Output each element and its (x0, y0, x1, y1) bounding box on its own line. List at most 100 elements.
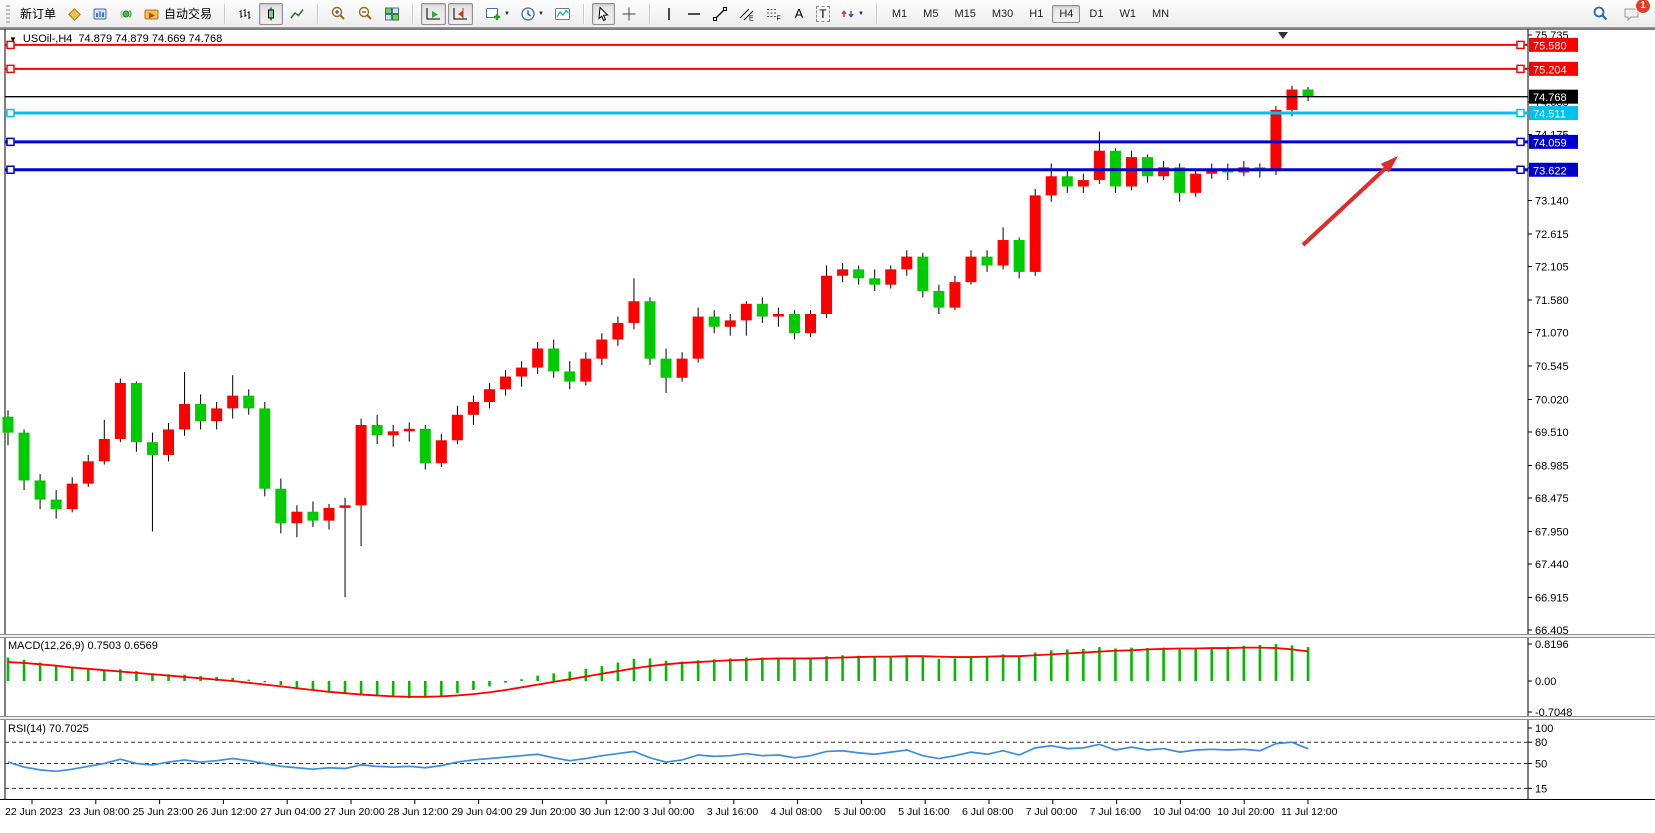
gold-diamond-icon (68, 7, 81, 21)
vertical-line-tool-button[interactable] (658, 3, 680, 25)
auto-trading-button[interactable]: 自动交易 (140, 3, 216, 25)
line-chart-icon (290, 8, 304, 18)
price-axis-label: 66.405 (1535, 625, 1569, 637)
line-anchor-handle[interactable] (6, 137, 15, 147)
channel-tool-button[interactable]: E (734, 3, 759, 25)
tab-timeframe-M5[interactable]: M5 (923, 7, 939, 20)
time-axis-label: 3 Jul 00:00 (643, 806, 695, 818)
time-axis-label: 5 Jul 00:00 (834, 806, 886, 818)
chevron-down-icon[interactable]: ▼ (504, 10, 510, 17)
horizontal-line-tool-button[interactable] (682, 3, 706, 25)
rsi-line (7, 741, 1309, 773)
tab-timeframe-M30[interactable]: M30 (991, 7, 1014, 20)
macd-axis-label: -0.7048 (1535, 707, 1572, 719)
fibo-subscript: F (776, 15, 780, 22)
horizontal-line-75.204[interactable] (5, 64, 1528, 74)
shapes-tool-button[interactable]: ▼ (836, 3, 868, 25)
signals-icon-button[interactable] (114, 3, 138, 25)
candlestick-mode-button[interactable] (259, 2, 284, 25)
price-badge-74.059: 74.059 (1529, 134, 1578, 149)
pane-resize-handle-rsi[interactable] (0, 716, 1655, 720)
tab-timeframe-M15[interactable]: M15 (954, 7, 976, 20)
tab-timeframe-MN[interactable]: MN (1151, 7, 1170, 20)
ohlc-values: 74.879 74.879 74.669 74.768 (78, 33, 223, 45)
notifications-button[interactable]: 1 (1619, 0, 1651, 25)
price-axis-label: 69.510 (1535, 427, 1569, 439)
search-button[interactable] (1588, 3, 1613, 25)
line-anchor-handle[interactable] (6, 40, 15, 50)
horizontal-line-74.059[interactable] (5, 137, 1528, 147)
horizontal-line-75.580[interactable] (5, 40, 1528, 50)
price-axis-label: 67.440 (1535, 559, 1569, 571)
toolbar-grip[interactable] (6, 4, 10, 23)
time-axis-label: 4 Jul 08:00 (771, 806, 823, 818)
new-chart-button[interactable]: ▼ (481, 3, 514, 25)
tab-timeframe-W1[interactable]: W1 (1119, 7, 1136, 20)
charts-profile-icon[interactable] (62, 3, 86, 25)
trend-arrow-annotation[interactable] (1301, 156, 1398, 247)
chart-shift-button[interactable] (448, 2, 474, 25)
line-anchor-handle[interactable] (1516, 137, 1525, 147)
auto-scroll-button[interactable] (421, 2, 447, 25)
chart-canvas[interactable]: 75.73575.21074.68574.17573.65073.14072.6… (0, 28, 1655, 833)
chevron-down-icon[interactable]: ▼ (857, 10, 864, 17)
line-anchor-handle[interactable] (1516, 64, 1525, 74)
time-axis-label: 27 Jun 04:00 (260, 806, 321, 818)
toolbar-separator (648, 3, 650, 24)
horizontal-line-73.622[interactable] (5, 165, 1528, 175)
cursor-tool-button[interactable] (591, 2, 615, 25)
toolbar-separator (875, 3, 877, 24)
chart-shift-marker[interactable] (1278, 32, 1288, 39)
horizontal-line-74.511[interactable] (5, 108, 1528, 118)
line-anchor-handle[interactable] (1516, 165, 1525, 175)
price-badge-73.622: 73.622 (1529, 162, 1578, 177)
zoom-out-icon (358, 6, 372, 20)
tab-timeframe-D1[interactable]: D1 (1089, 7, 1104, 20)
line-anchor-handle[interactable] (6, 108, 15, 118)
tab-timeframe-M1[interactable]: M1 (891, 7, 908, 20)
zoom-in-button[interactable] (326, 3, 351, 25)
rsi-indicator-label: RSI(14) 70.7025 (8, 723, 89, 735)
macd-pane: 0.8196 0.00 -0.7048 (6, 639, 1572, 719)
search-icon (1593, 6, 1608, 21)
line-anchor-handle[interactable] (6, 165, 15, 175)
rsi-axis-label: 50 (1535, 759, 1547, 771)
zoom-out-button[interactable] (353, 3, 378, 25)
horizontal-line-icon (687, 12, 700, 15)
line-chart-mode-button[interactable] (285, 3, 309, 25)
trendline-tool-button[interactable] (708, 3, 732, 25)
time-axis-label: 28 Jun 12:00 (388, 806, 449, 818)
rsi-axis-label: 80 (1535, 737, 1547, 749)
chevron-down-icon[interactable]: ▼ (537, 10, 544, 17)
fibonacci-tool-button[interactable]: F (761, 3, 786, 25)
crosshair-tool-button[interactable] (617, 3, 641, 25)
tab-timeframe-H4[interactable]: H4 (1052, 4, 1081, 23)
rsi-axis-label: 15 (1535, 783, 1547, 795)
bar-chart-mode-button[interactable] (233, 3, 257, 25)
one-click-trading-arrow[interactable]: ▼ (9, 34, 17, 44)
crosshair-icon (622, 7, 636, 20)
line-anchor-handle[interactable] (6, 64, 15, 74)
market-watch-icon-button[interactable] (88, 3, 112, 25)
periods-button[interactable]: ▼ (516, 3, 548, 25)
new-order-button[interactable]: 新订单 (16, 3, 60, 25)
tab-timeframe-H1[interactable]: H1 (1029, 7, 1044, 20)
svg-text:75.580: 75.580 (1533, 40, 1567, 52)
text-label-tool-button[interactable]: T (812, 3, 834, 25)
toolbar-separator (317, 3, 319, 24)
time-axis-label: 25 Jun 23:00 (133, 806, 194, 818)
time-axis-label: 22 Jun 2023 (5, 806, 63, 818)
toolbar-separator (582, 3, 584, 24)
pane-resize-handle-macd[interactable] (0, 634, 1655, 638)
time-axis-label: 29 Jun 04:00 (452, 806, 513, 818)
text-tool-button[interactable]: A (788, 3, 810, 25)
line-anchor-handle[interactable] (1516, 40, 1525, 50)
price-axis-label: 68.985 (1535, 460, 1569, 472)
svg-text:74.511: 74.511 (1533, 109, 1566, 121)
zoom-in-icon (331, 6, 345, 20)
line-anchor-handle[interactable] (1516, 108, 1525, 118)
tile-windows-button[interactable] (380, 3, 404, 25)
indicators-button[interactable] (550, 3, 575, 25)
fibonacci-icon: F (766, 8, 781, 22)
